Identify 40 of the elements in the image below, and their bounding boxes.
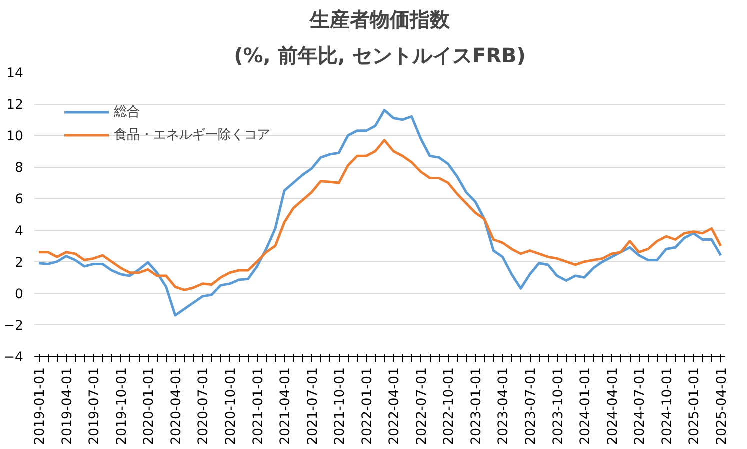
y-tick-label: 2 <box>15 256 24 271</box>
x-tick-label: 2019-04-01 <box>60 367 76 445</box>
x-tick-label: 2019-07-01 <box>88 367 103 445</box>
x-tick-label: 2021-10-01 <box>333 367 348 445</box>
x-tick-label: 2025-04-01 <box>714 367 730 445</box>
x-tick-label: 2021-01-01 <box>251 367 266 445</box>
x-tick-label: 2023-07-01 <box>524 367 540 445</box>
x-tick-label: 2024-01-01 <box>578 367 594 445</box>
x-tick-label: 2020-01-01 <box>142 367 158 445</box>
y-tick-label: −4 <box>4 350 24 366</box>
x-tick-label: 2019-01-01 <box>33 367 48 445</box>
y-tick-label: 6 <box>15 192 24 208</box>
x-tick-label: 2023-04-01 <box>496 367 512 445</box>
x-tick-label: 2021-04-01 <box>278 367 294 445</box>
x-tick-label: 2021-07-01 <box>306 367 321 445</box>
x-tick-label: 2025-01-01 <box>688 367 703 445</box>
x-tick-label: 2020-04-01 <box>169 367 184 445</box>
x-tick-label: 2022-04-01 <box>388 367 403 445</box>
x-tick-label: 2022-01-01 <box>360 367 376 445</box>
y-tick-label: −2 <box>4 318 24 334</box>
y-tick-label: 12 <box>6 98 24 114</box>
x-tick-label: 2024-10-01 <box>660 367 676 445</box>
x-tick-label: 2022-10-01 <box>442 367 458 445</box>
x-tick-label: 2023-01-01 <box>469 367 484 445</box>
chart-subtitle: (%, 前年比, セントルイスFRB) <box>234 44 526 68</box>
x-tick-label: 2020-07-01 <box>196 367 212 445</box>
x-tick-label: 2020-10-01 <box>224 367 239 445</box>
legend-label: 食品・エネルギー除くコア <box>114 127 270 144</box>
x-tick-label: 2023-10-01 <box>551 367 566 445</box>
x-tick-label: 2022-07-01 <box>414 367 430 445</box>
chart-title: 生産者物価指数 <box>309 8 451 32</box>
y-tick-label: 4 <box>15 224 24 240</box>
y-tick-label: 0 <box>15 287 24 302</box>
y-tick-label: 8 <box>15 161 24 176</box>
y-tick-label: 10 <box>6 130 24 145</box>
x-tick-label: 2024-04-01 <box>606 367 621 445</box>
legend-label: 総合 <box>114 104 140 121</box>
y-tick-label: 14 <box>6 66 24 82</box>
x-tick-label: 2024-07-01 <box>633 367 648 445</box>
x-tick-label: 2019-10-01 <box>114 367 130 445</box>
